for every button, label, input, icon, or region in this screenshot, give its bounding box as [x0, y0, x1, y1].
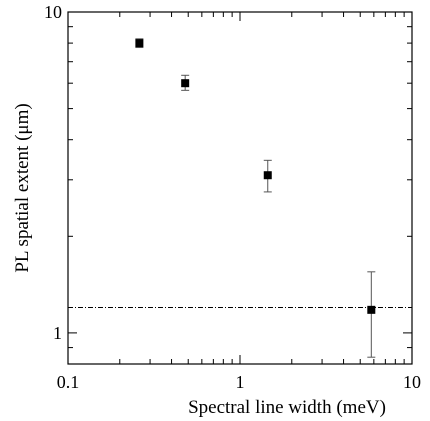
x-axis-title: Spectral line width (meV) [188, 397, 386, 418]
y-tick-label: 10 [44, 2, 62, 22]
x-tick-label: 1 [236, 372, 245, 392]
x-tick-label: 10 [403, 372, 421, 392]
y-axis-title: PL spatial extent (μm) [12, 103, 33, 272]
plot-frame [67, 11, 413, 365]
x-tick-label: 0.1 [57, 372, 80, 392]
data-point [135, 39, 144, 48]
data-point [263, 171, 272, 180]
data-point [367, 305, 376, 314]
data-point [181, 79, 190, 88]
y-tick-label: 1 [53, 323, 62, 343]
